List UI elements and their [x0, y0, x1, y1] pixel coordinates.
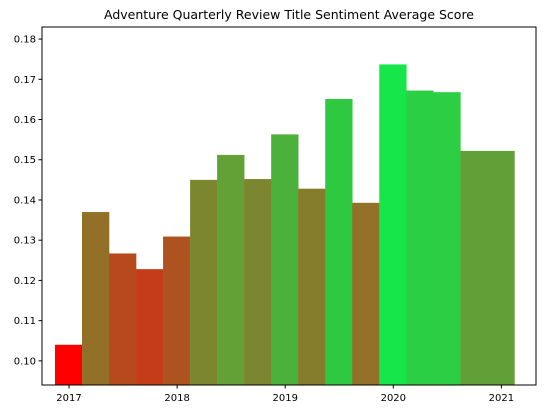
bar-15	[433, 92, 461, 385]
y-tick-label: 0.10	[14, 356, 36, 367]
bars-layer	[54, 64, 515, 385]
bar-4	[136, 269, 164, 385]
x-axis: 2017 2018 2019 2020 2021	[56, 385, 514, 404]
bar-1	[54, 344, 83, 385]
bar-11	[325, 99, 353, 385]
y-tick-label: 0.12	[14, 276, 36, 287]
bar-6	[190, 179, 218, 385]
bar-3	[109, 253, 137, 385]
bar-5	[163, 236, 191, 385]
chart-title: Adventure Quarterly Review Title Sentime…	[104, 7, 474, 22]
bar-12	[352, 202, 380, 385]
bar-13	[379, 64, 407, 385]
x-tick-label: 2020	[381, 393, 406, 404]
y-tick-label: 0.13	[14, 236, 36, 247]
x-tick-label: 2018	[164, 393, 189, 404]
bar-10	[298, 188, 326, 385]
y-tick-label: 0.17	[14, 75, 36, 86]
x-tick-label: 2017	[56, 393, 81, 404]
y-tick-label: 0.11	[14, 316, 36, 327]
bar-8	[244, 179, 272, 385]
x-tick-label: 2021	[489, 393, 514, 404]
y-tick-label: 0.16	[14, 115, 36, 126]
bar-9	[271, 134, 299, 385]
y-axis: 0.10 0.11 0.12 0.13 0.14 0.15 0.16 0.17 0.18	[14, 35, 42, 367]
bar-7	[217, 154, 245, 385]
x-tick-label: 2019	[272, 393, 297, 404]
y-tick-label: 0.15	[14, 155, 36, 166]
plot-frame	[41, 26, 537, 386]
bar-2	[82, 212, 110, 385]
bar-16	[460, 150, 515, 385]
y-tick-label: 0.14	[14, 195, 36, 206]
y-tick-label: 0.18	[14, 35, 36, 46]
bar-14	[406, 90, 434, 385]
